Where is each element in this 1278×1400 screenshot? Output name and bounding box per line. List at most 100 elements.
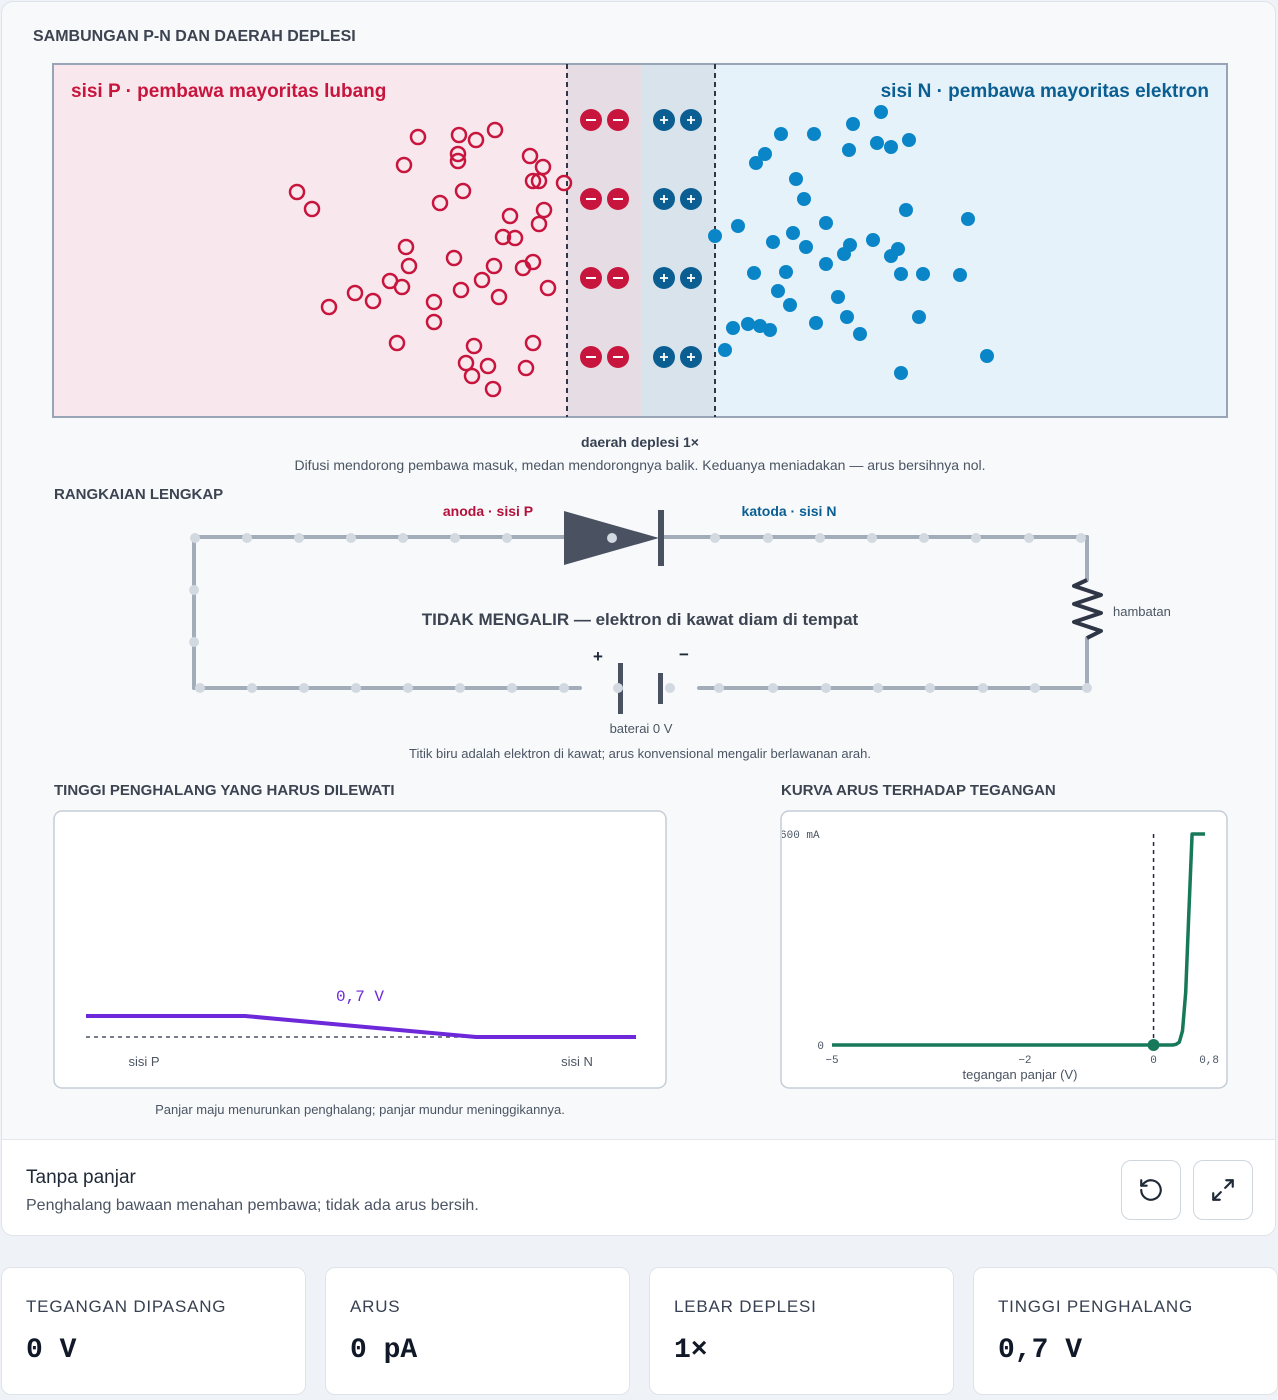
ions-group (580, 109, 702, 368)
iv-x-tick: 0,8 (1199, 1055, 1219, 1067)
wire-electron (867, 533, 877, 543)
wire-electron (1030, 683, 1040, 693)
hole-carrier (473, 271, 491, 289)
hole-carrier (454, 182, 472, 200)
electron-carrier (866, 233, 880, 247)
electron-carrier (837, 247, 851, 261)
electron-carrier (961, 212, 975, 226)
hole-carrier (457, 354, 475, 372)
electron-carrier (894, 366, 908, 380)
battery-symbol (613, 663, 675, 714)
wire-electron (559, 683, 569, 693)
electron-carrier (902, 133, 916, 147)
mode-title: Tanpa panjar (26, 1167, 136, 1188)
wire-electron (815, 533, 825, 543)
circuit-diagram: anoda · sisi P katoda · sisi N hambatan … (189, 503, 1171, 736)
electron-carrier (870, 136, 884, 150)
stat-depletion-width: LEBAR DEPLESI 1× (649, 1267, 954, 1395)
hole-carrier (485, 257, 503, 275)
hole-carrier (484, 380, 502, 398)
battery-electron-left (613, 683, 623, 693)
hole-carrier (346, 284, 364, 302)
barrier-p-label: sisi P (128, 1054, 159, 1069)
wire-electron (1024, 533, 1034, 543)
stat-value: 0 pA (350, 1335, 418, 1366)
junction-frame (52, 63, 1228, 418)
iv-y-tick: 0 (817, 1041, 824, 1053)
electron-carrier (980, 349, 994, 363)
wire-electron (247, 683, 257, 693)
hole-carrier (395, 156, 413, 174)
hole-carrier (501, 207, 519, 225)
hole-carrier (506, 229, 524, 247)
electron-carrier (783, 298, 797, 312)
reset-icon (1140, 1179, 1162, 1201)
electron-carrier (953, 268, 967, 282)
hole-carrier (397, 238, 415, 256)
resistor-symbol (1072, 578, 1103, 640)
circuit-title: RANGKAIAN LENGKAP (54, 486, 223, 503)
circuit-caption: Titik biru adalah elektron di kawat; aru… (409, 746, 871, 761)
hole-carrier (486, 121, 504, 139)
hole-carrier (393, 278, 411, 296)
hole-carrier (521, 147, 539, 165)
wire-electron (763, 533, 773, 543)
n-region (715, 64, 1227, 417)
stat-value: 0,7 V (998, 1335, 1083, 1366)
electron-carrier (846, 117, 860, 131)
reset-button[interactable] (1121, 1160, 1181, 1220)
wire-electron (971, 533, 981, 543)
iv-chart-plot: −5 −2 0 0,8 0 600 mA (780, 830, 1219, 1067)
junction-title: SAMBUNGAN P-N DAN DAERAH DEPLESI (33, 28, 356, 45)
electron-carrier (799, 240, 813, 254)
wire-electron (242, 533, 252, 543)
wire-electron (351, 683, 361, 693)
hole-carrier (425, 313, 443, 331)
depletion-width-label: daerah deplesi 1× (581, 434, 699, 450)
operating-point (1147, 1039, 1160, 1051)
hole-carrier (535, 201, 553, 219)
hole-carrier (555, 174, 573, 192)
hole-carrier (409, 128, 427, 146)
hole-carrier (303, 200, 321, 218)
electron-carrier (819, 257, 833, 271)
wire-electron (195, 683, 205, 693)
flow-status: TIDAK MENGALIR — elektron di kawat diam … (422, 610, 859, 629)
simulation-canvas: SAMBUNGAN P-N DAN DAERAH DEPLESI sisi P … (33, 28, 1228, 1117)
resistor-label: hambatan (1113, 604, 1171, 619)
iv-y-tick: 600 mA (780, 830, 820, 842)
electron-carrier (786, 226, 800, 240)
barrier-caption: Panjar maju menurunkan penghalang; panja… (155, 1102, 565, 1117)
hole-carrier (452, 281, 470, 299)
wire-electron (768, 683, 778, 693)
battery-minus-sign: − (679, 645, 689, 664)
expand-icon (1212, 1179, 1234, 1201)
hole-carrier (449, 145, 467, 163)
wire-electron (919, 533, 929, 543)
diode-symbol (564, 510, 664, 566)
expand-button[interactable] (1193, 1160, 1253, 1220)
wire-electron (710, 533, 720, 543)
electron-carrier (731, 219, 745, 233)
wire-electron (502, 533, 512, 543)
resistor-zigzag (1072, 578, 1103, 640)
electron-carrier (797, 192, 811, 206)
hole-carrier (388, 334, 406, 352)
wire-electron (714, 683, 724, 693)
wire-electrons-group (189, 533, 1092, 693)
diode-electron (607, 533, 617, 543)
hole-carrier (449, 152, 467, 170)
electron-carrier (726, 321, 740, 335)
electron-carrier (789, 172, 803, 186)
electron-carrier (758, 147, 772, 161)
wire-electron (299, 683, 309, 693)
electron-carrier (774, 127, 788, 141)
electron-carrier (853, 327, 867, 341)
iv-curve (832, 832, 1205, 1047)
electron-carrier (763, 323, 777, 337)
wire-electron (189, 585, 199, 595)
electron-carrier (831, 290, 845, 304)
wire-electron (398, 533, 408, 543)
electron-carrier (899, 203, 913, 217)
electrons-group (708, 105, 994, 380)
